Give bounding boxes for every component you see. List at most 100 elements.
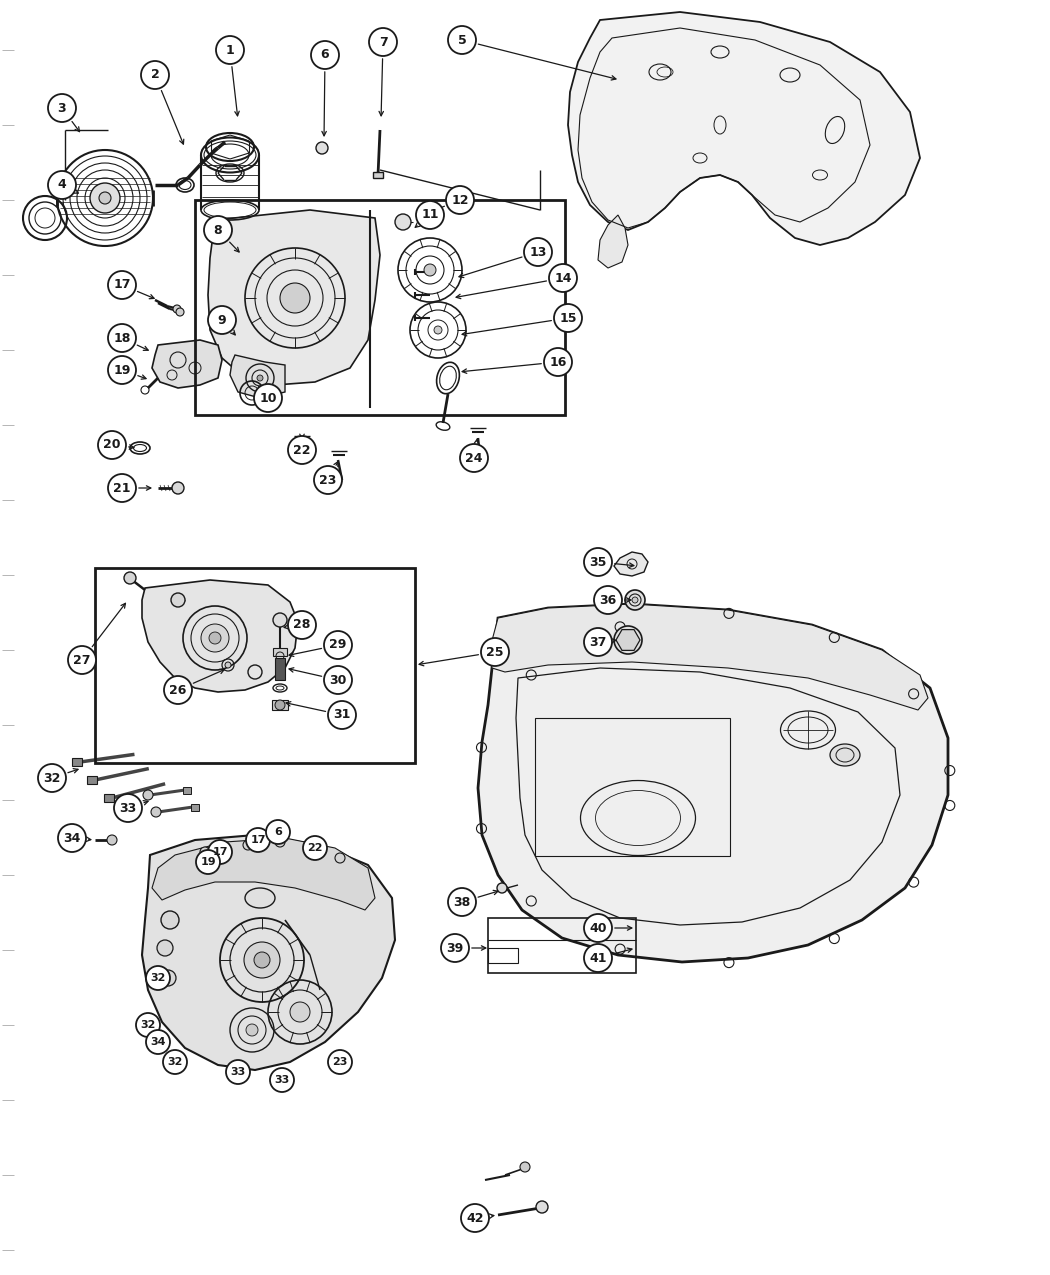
Text: 32: 32 [141,1020,155,1030]
Bar [488,949,518,963]
Bar [72,759,82,766]
Text: 30: 30 [330,673,346,686]
Text: 33: 33 [230,1067,246,1077]
Text: 7: 7 [379,36,387,48]
Text: 27: 27 [74,654,90,667]
Bar [272,700,288,710]
Text: 23: 23 [319,473,337,487]
Text: 22: 22 [293,444,311,456]
Ellipse shape [245,887,275,908]
Text: 15: 15 [560,311,576,325]
Polygon shape [152,838,375,910]
Text: 39: 39 [446,941,464,955]
Circle shape [275,836,285,847]
Polygon shape [208,210,380,385]
Text: 25: 25 [486,645,504,658]
Polygon shape [478,604,948,963]
Text: 42: 42 [466,1211,484,1224]
Circle shape [316,142,328,154]
Circle shape [98,431,126,459]
Text: 21: 21 [113,482,131,495]
Polygon shape [152,340,222,388]
Circle shape [275,700,285,710]
Circle shape [244,942,280,978]
Text: 12: 12 [452,194,468,207]
Circle shape [161,912,179,929]
Circle shape [171,593,185,607]
Circle shape [200,847,210,857]
Circle shape [441,935,469,963]
Circle shape [216,36,244,64]
Circle shape [58,824,86,852]
Circle shape [209,632,220,644]
Text: 3: 3 [58,102,66,115]
Circle shape [448,26,476,54]
Circle shape [108,356,136,384]
Circle shape [254,384,282,412]
Circle shape [632,597,638,603]
Ellipse shape [830,745,860,766]
Text: 9: 9 [217,314,227,326]
Circle shape [549,264,578,292]
Circle shape [288,436,316,464]
Circle shape [196,850,220,873]
Text: 31: 31 [333,709,351,722]
Circle shape [461,1204,489,1232]
Circle shape [243,840,253,850]
Bar [536,718,730,856]
Circle shape [108,324,136,352]
Text: 19: 19 [113,363,130,376]
Circle shape [90,184,120,213]
Circle shape [314,465,342,493]
Circle shape [176,309,184,316]
Text: 17: 17 [250,835,266,845]
Circle shape [254,952,270,968]
Circle shape [208,306,236,334]
Text: 1: 1 [226,43,234,56]
Polygon shape [614,552,648,576]
Bar [275,658,285,680]
Text: 10: 10 [259,391,277,404]
Bar [195,200,565,414]
Circle shape [99,193,111,204]
Text: 4: 4 [58,179,66,191]
Circle shape [246,1024,258,1037]
Circle shape [201,623,229,652]
Circle shape [266,820,290,844]
Circle shape [208,840,232,864]
Circle shape [524,238,552,266]
Circle shape [520,1162,530,1172]
Bar [87,776,97,784]
Text: 34: 34 [150,1037,166,1047]
Circle shape [544,348,572,376]
Circle shape [497,884,507,892]
Circle shape [160,970,176,986]
Text: 34: 34 [63,831,81,844]
Text: 26: 26 [169,683,187,696]
Text: 2: 2 [150,69,160,82]
Bar [373,172,383,178]
Circle shape [38,764,66,792]
Text: 8: 8 [214,223,223,236]
Circle shape [172,482,184,493]
Circle shape [163,1051,187,1074]
Bar [273,648,287,657]
Circle shape [460,444,488,472]
Circle shape [257,375,262,381]
Circle shape [625,590,645,609]
Circle shape [369,28,397,56]
Circle shape [303,836,327,861]
Circle shape [48,171,76,199]
Text: 32: 32 [150,973,166,983]
Text: 6: 6 [274,827,282,836]
Text: 41: 41 [589,951,607,964]
Circle shape [311,41,339,69]
Circle shape [324,666,352,694]
Circle shape [424,264,436,275]
Circle shape [554,303,582,332]
Text: 38: 38 [454,895,470,909]
Circle shape [536,1201,548,1213]
Circle shape [114,794,142,822]
Circle shape [481,638,509,666]
Text: 17: 17 [113,278,131,292]
